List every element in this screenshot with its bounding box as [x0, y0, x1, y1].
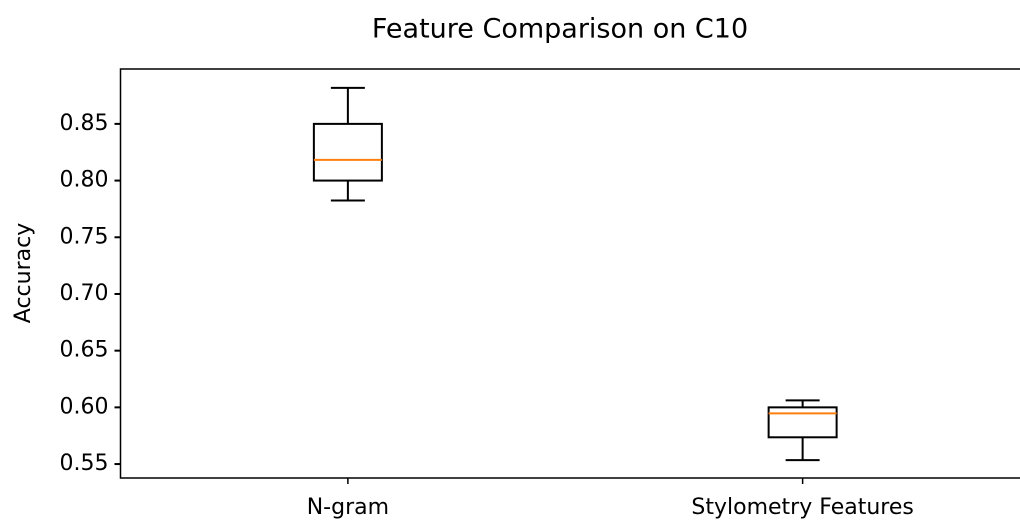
- box: [767, 406, 838, 439]
- y-tick-label: 0.75: [60, 224, 109, 249]
- chart-title: Feature Comparison on C10: [372, 14, 748, 45]
- y-tick-label: 0.60: [60, 394, 109, 419]
- y-tick-label: 0.85: [60, 111, 109, 136]
- y-tick-label: 0.70: [60, 281, 109, 306]
- x-tick-label: Stylometry Features: [691, 495, 913, 520]
- x-tick-label: N-gram: [307, 495, 389, 520]
- y-tick-label: 0.55: [60, 451, 109, 476]
- box: [312, 122, 383, 182]
- y-tick-label: 0.80: [60, 168, 109, 193]
- y-axis-label: Accuracy: [11, 223, 36, 323]
- plot-frame: [119, 68, 1020, 479]
- y-tick-label: 0.65: [60, 338, 109, 363]
